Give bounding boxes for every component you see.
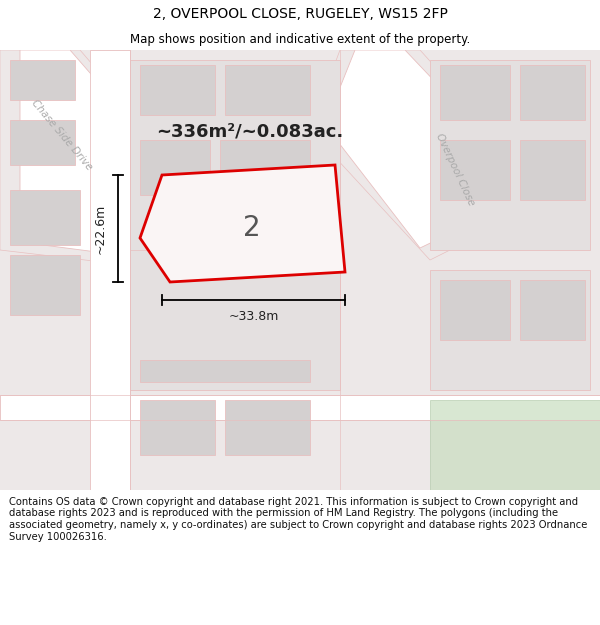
Polygon shape — [140, 65, 215, 115]
Text: Contains OS data © Crown copyright and database right 2021. This information is : Contains OS data © Crown copyright and d… — [9, 497, 587, 541]
Polygon shape — [220, 140, 310, 195]
Polygon shape — [0, 50, 200, 270]
Text: ~336m²/~0.083ac.: ~336m²/~0.083ac. — [157, 123, 344, 141]
Polygon shape — [430, 400, 600, 490]
Text: Overpool Close: Overpool Close — [434, 132, 476, 208]
Polygon shape — [225, 400, 310, 455]
Polygon shape — [20, 50, 185, 260]
Polygon shape — [140, 165, 345, 282]
Polygon shape — [520, 280, 585, 340]
Polygon shape — [225, 65, 310, 115]
Text: 2, OVERPOOL CLOSE, RUGELEY, WS15 2FP: 2, OVERPOOL CLOSE, RUGELEY, WS15 2FP — [152, 7, 448, 21]
Polygon shape — [430, 60, 590, 250]
Polygon shape — [520, 140, 585, 200]
Polygon shape — [140, 140, 210, 195]
Polygon shape — [140, 400, 215, 455]
Polygon shape — [10, 190, 80, 245]
Polygon shape — [10, 60, 75, 100]
Text: ~33.8m: ~33.8m — [229, 309, 278, 322]
Polygon shape — [440, 140, 510, 200]
Polygon shape — [0, 50, 600, 490]
Polygon shape — [440, 280, 510, 340]
Polygon shape — [430, 270, 590, 390]
Polygon shape — [140, 360, 310, 382]
Polygon shape — [440, 65, 510, 120]
Polygon shape — [130, 60, 340, 390]
Polygon shape — [520, 65, 585, 120]
Text: 2: 2 — [243, 214, 261, 242]
Polygon shape — [310, 50, 510, 260]
Polygon shape — [325, 50, 495, 248]
Polygon shape — [10, 120, 75, 165]
Text: Map shows position and indicative extent of the property.: Map shows position and indicative extent… — [130, 32, 470, 46]
Text: Chase Side Drive: Chase Side Drive — [29, 98, 94, 172]
Polygon shape — [90, 50, 130, 490]
Text: ~22.6m: ~22.6m — [94, 203, 107, 254]
Polygon shape — [0, 395, 600, 420]
Polygon shape — [10, 255, 80, 315]
